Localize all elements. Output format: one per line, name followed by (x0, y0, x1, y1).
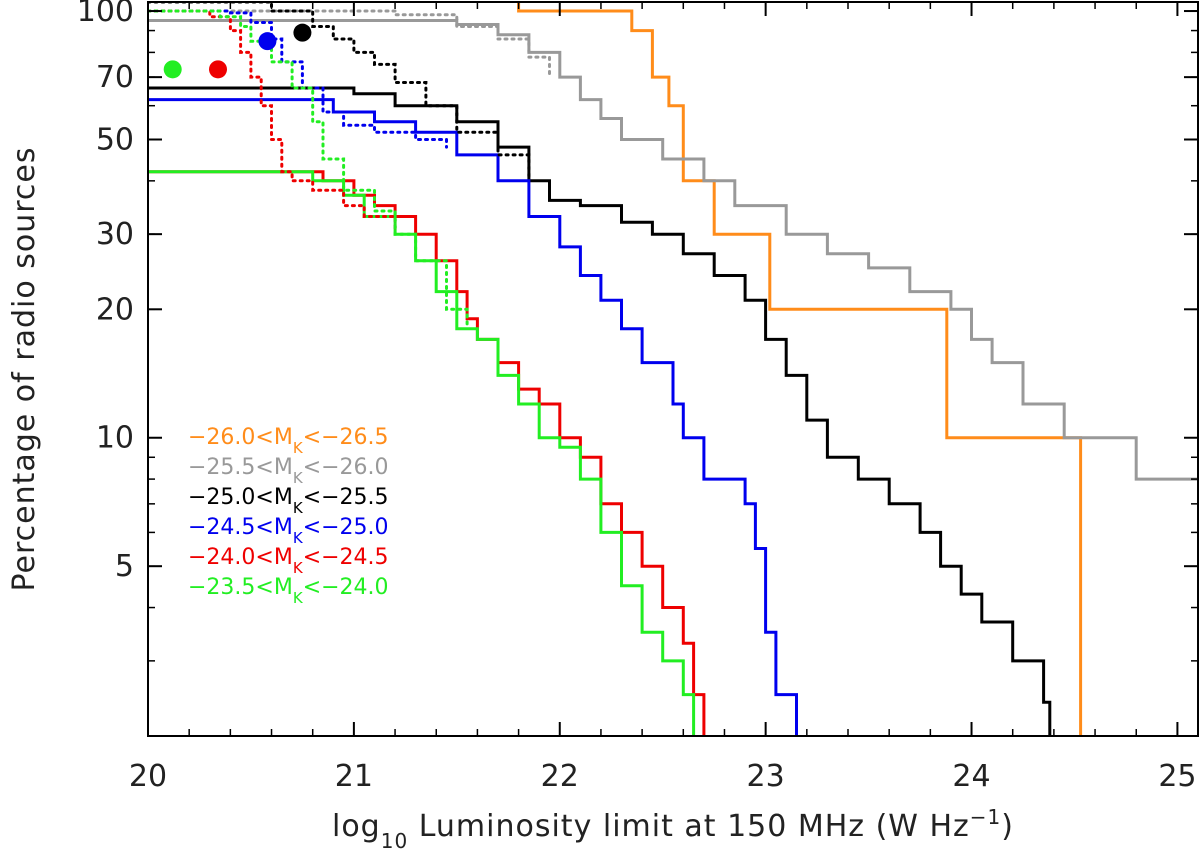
y-tick-label: 70 (96, 60, 134, 95)
y-tick-label: 100 (77, 0, 134, 29)
series-line-0 (517, 2, 1083, 736)
series-line-7 (148, 2, 531, 183)
legend-entry: −25.5<MK<−26.0 (188, 455, 389, 487)
x-tick-label: 22 (541, 759, 579, 794)
y-tick-label: 50 (96, 122, 134, 157)
marker-point-1 (209, 60, 227, 79)
y-axis-label: Percentage of radio sources (7, 147, 42, 592)
marker-layer (163, 23, 312, 79)
legend-entry: −26.0<MK<−26.5 (188, 425, 389, 457)
y-tick-label: 10 (96, 421, 134, 456)
marker-point-2 (258, 32, 277, 51)
legend: −26.0<MK<−26.5−25.5<MK<−26.0−25.0<MK<−25… (188, 425, 389, 607)
x-tick-label: 21 (335, 759, 373, 794)
series-line-9 (148, 9, 397, 230)
x-tick-label: 25 (1158, 759, 1196, 794)
series-line-4 (148, 170, 706, 736)
legend-entry: −24.5<MK<−25.0 (188, 515, 389, 547)
x-tick-label: 20 (129, 759, 167, 794)
series-line-5 (148, 170, 696, 736)
series-layer (148, 2, 1198, 736)
marker-point-3 (293, 23, 312, 42)
x-tick-label: 23 (747, 759, 785, 794)
marker-point-0 (163, 60, 182, 79)
legend-entry: −23.5<MK<−24.0 (188, 575, 389, 607)
x-axis-label: log10 Luminosity limit at 150 MHz (W Hz−… (332, 805, 1014, 849)
plot-frame (147, 1, 1199, 737)
series-line-10 (148, 9, 469, 331)
y-tick-label: 20 (96, 292, 134, 327)
y-tick-label: 5 (115, 549, 134, 584)
axes: 20 21 22 23 24 25 5 10 20 30 50 70 100 (77, 0, 1199, 794)
x-tick-label: 24 (952, 759, 990, 794)
series-line-6 (148, 9, 551, 79)
y-tick-label: 30 (96, 217, 134, 252)
legend-entry: −24.0<MK<−24.5 (188, 545, 389, 577)
legend-entry: −25.0<MK<−25.5 (188, 485, 389, 517)
series-line-3 (148, 98, 798, 736)
